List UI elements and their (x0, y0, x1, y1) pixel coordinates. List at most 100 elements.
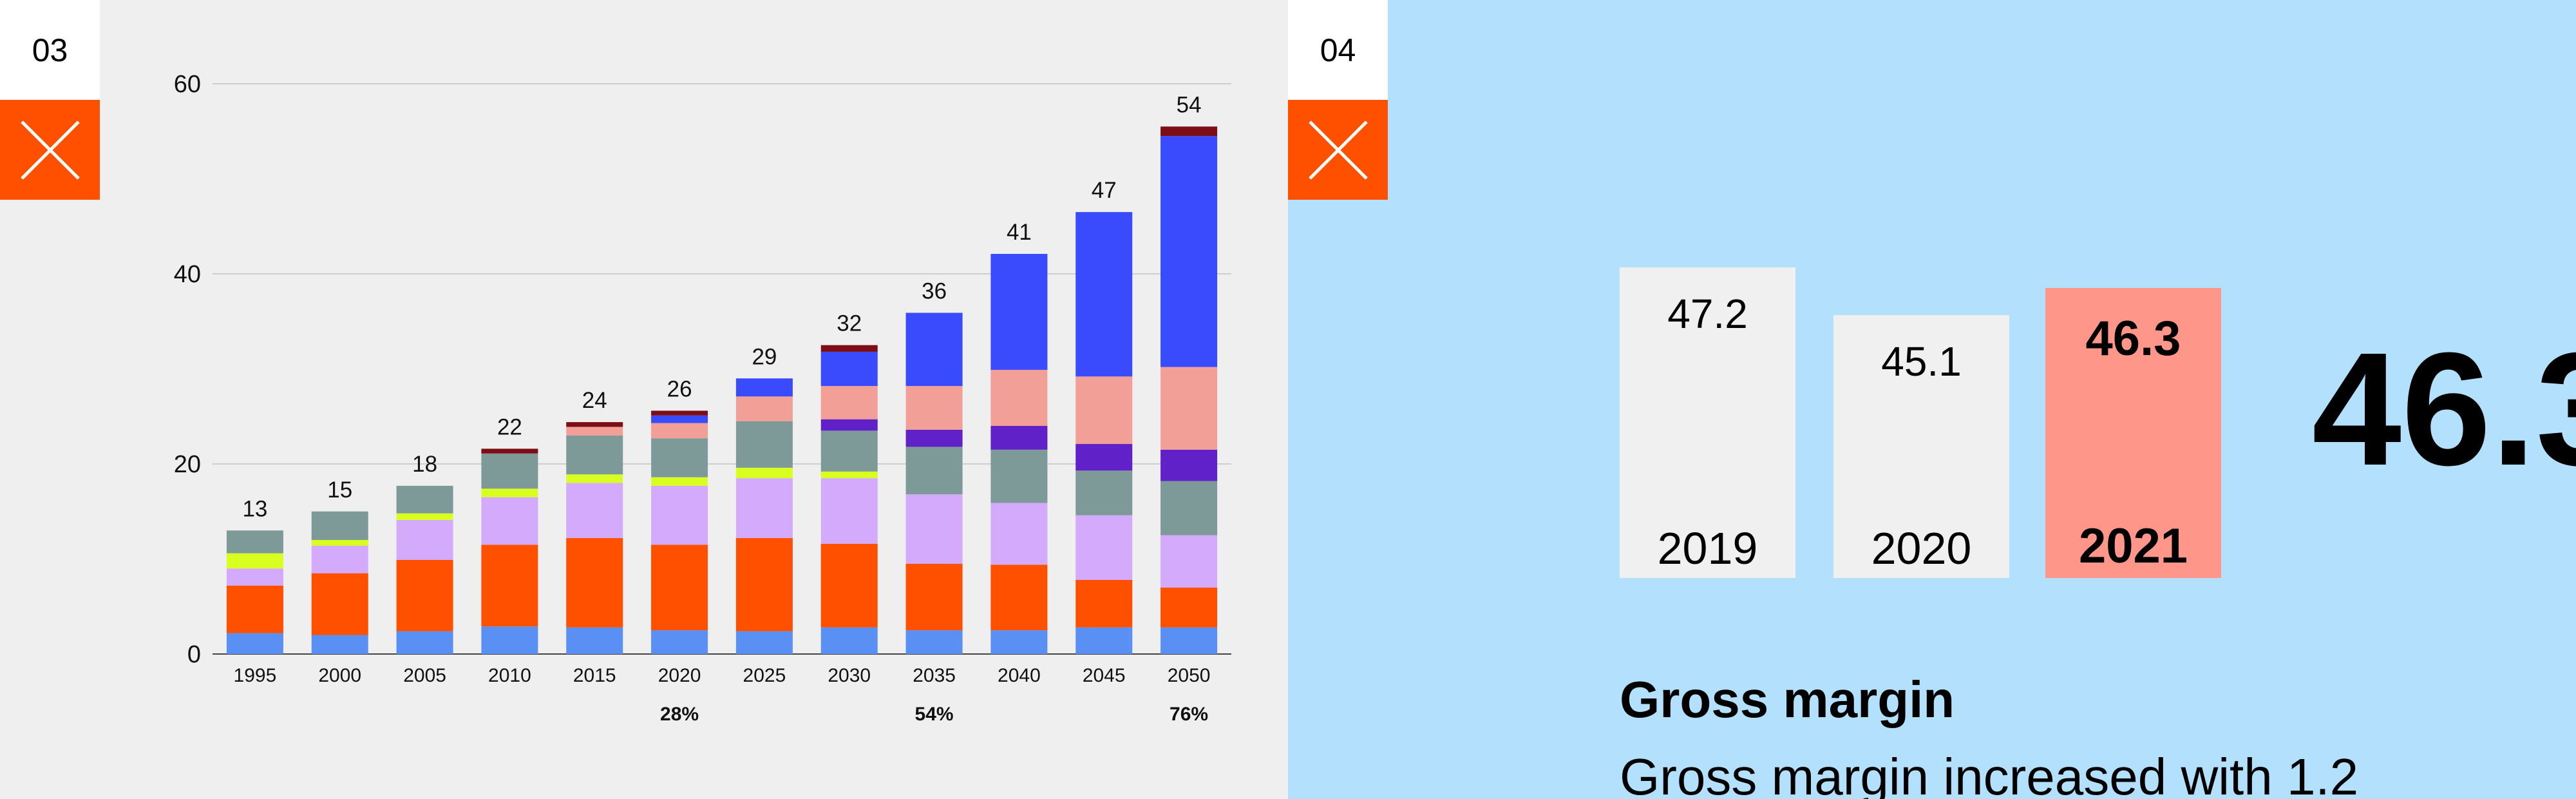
bar-segment-2025-7 (735, 378, 793, 397)
bar-segment-2030-2 (820, 478, 878, 544)
bar-total-label: 41 (1007, 220, 1032, 245)
bar-segment-2030-0 (820, 627, 878, 654)
bar-total-label: 24 (582, 388, 607, 413)
margin-bar-2019: 47.2 2019 (1620, 267, 1795, 578)
bar-segment-2045-1 (1075, 579, 1133, 628)
x-tick-label: 2005 (403, 665, 446, 686)
x-tick-label: 2010 (488, 665, 531, 686)
bar-segment-2005-2 (396, 520, 453, 560)
big-value: 46.3 (2312, 319, 2576, 499)
bar-segment-2045-5 (1075, 444, 1133, 471)
bar-segment-2025-1 (735, 538, 793, 631)
x-tick-label: 1995 (234, 665, 277, 686)
bar-segment-2050-5 (1160, 449, 1218, 481)
bar-total-label: 18 (412, 452, 437, 477)
bar-segment-2045-7 (1075, 212, 1133, 377)
bar-segment-2005-1 (396, 559, 453, 631)
bar-segment-2040-4 (990, 449, 1048, 503)
stacked-bar-chart: 0204060131995152000182005222010242015262… (174, 71, 1231, 725)
bar-segment-2010-1 (481, 544, 538, 627)
bar-segment-2025-6 (735, 396, 793, 421)
bar-segment-2005-4 (396, 485, 453, 514)
bar-segment-2050-0 (1160, 627, 1218, 654)
margin-year-label: 2020 (1871, 523, 1972, 573)
bar-segment-2025-3 (735, 467, 793, 479)
bar-segment-2040-1 (990, 564, 1048, 631)
bar-total-label: 15 (327, 477, 352, 503)
bar-segment-2030-6 (820, 386, 878, 419)
bar-segment-2050-8 (1160, 126, 1218, 137)
bar-segment-2040-2 (990, 503, 1048, 565)
section-title: Gross margin (1620, 671, 1955, 728)
bar-segment-2040-0 (990, 630, 1048, 654)
bar-segment-2000-2 (311, 545, 368, 573)
bar-segment-2040-5 (990, 426, 1048, 450)
bar-segment-2030-8 (820, 345, 878, 352)
bar-segment-2000-4 (311, 511, 368, 540)
share-annotation: 54% (915, 704, 954, 725)
x-tick-label: 2050 (1168, 665, 1211, 686)
bar-segment-2050-2 (1160, 535, 1218, 588)
bar-segment-2015-4 (566, 435, 623, 475)
bar-segment-2020-1 (651, 544, 708, 631)
x-tick-label: 2000 (318, 665, 361, 686)
bar-segment-2000-3 (311, 540, 368, 546)
bar-segment-2035-0 (905, 630, 963, 654)
bar-segment-2050-4 (1160, 481, 1218, 535)
bar-segment-2035-1 (905, 563, 963, 631)
bar-segment-2030-1 (820, 543, 878, 628)
close-button[interactable] (0, 100, 100, 200)
bar-segment-2025-2 (735, 478, 793, 539)
bar-segment-2045-0 (1075, 627, 1133, 654)
bar-segment-1995-3 (226, 553, 283, 569)
bar-segment-2035-4 (905, 447, 963, 495)
bar-total-label: 36 (922, 278, 947, 303)
bar-segment-2015-0 (566, 627, 623, 654)
bar-segment-2015-1 (566, 538, 623, 628)
panel-number: 03 (0, 0, 100, 100)
x-tick-label: 2030 (828, 665, 871, 686)
bar-total-label: 54 (1177, 92, 1202, 117)
share-annotation: 28% (660, 704, 699, 725)
right-panel: 04 47.2 2019 45.1 2020 46.3 2021 46.3 Gross m… (1288, 0, 2576, 799)
x-tick-label: 2045 (1083, 665, 1126, 686)
bar-total-label: 47 (1092, 178, 1117, 203)
bar-segment-2025-4 (735, 421, 793, 468)
margin-year-label: 2021 (2078, 519, 2188, 573)
share-annotation: 76% (1170, 704, 1208, 725)
bar-segment-2035-6 (905, 386, 963, 430)
bar-segment-2020-3 (651, 477, 708, 486)
bar-segment-2015-3 (566, 474, 623, 483)
bar-segment-1995-2 (226, 568, 283, 586)
margin-value-label: 47.2 (1667, 291, 1748, 338)
bar-total-label: 22 (497, 414, 522, 439)
x-tick-label: 2020 (658, 665, 701, 686)
bar-segment-2035-7 (905, 313, 963, 387)
bar-segment-2050-7 (1160, 136, 1218, 367)
x-tick-label: 2015 (573, 665, 616, 686)
bar-total-label: 26 (667, 376, 692, 401)
bar-segment-2045-4 (1075, 470, 1133, 515)
bar-segment-2030-4 (820, 430, 878, 472)
bar-segment-2010-4 (481, 453, 538, 489)
bar-segment-2000-1 (311, 573, 368, 635)
bar-total-label: 29 (752, 344, 777, 369)
bar-segment-2010-3 (481, 488, 538, 497)
left-panel: 03 0 20 40 60 13 1995 15 2000 18 2005 22 2010 24 2015… (0, 0, 1288, 799)
bar-segment-2015-8 (566, 422, 623, 427)
bar-segment-2005-3 (396, 513, 453, 521)
bar-segment-2050-1 (1160, 587, 1218, 628)
y-tick-label: 0 (187, 641, 201, 668)
close-icon (20, 120, 80, 180)
bar-segment-2020-0 (651, 630, 708, 654)
bar-segment-2030-7 (820, 351, 878, 387)
bar-segment-2020-8 (651, 410, 708, 416)
bar-segment-2030-3 (820, 471, 878, 479)
panel-number: 04 (1288, 0, 1388, 100)
bar-segment-2035-2 (905, 494, 963, 564)
close-button[interactable] (1288, 100, 1388, 200)
bar-segment-2050-6 (1160, 367, 1218, 450)
bar-segment-1995-0 (226, 633, 283, 654)
bar-segment-2015-2 (566, 483, 623, 539)
bar-segment-2030-5 (820, 419, 878, 431)
